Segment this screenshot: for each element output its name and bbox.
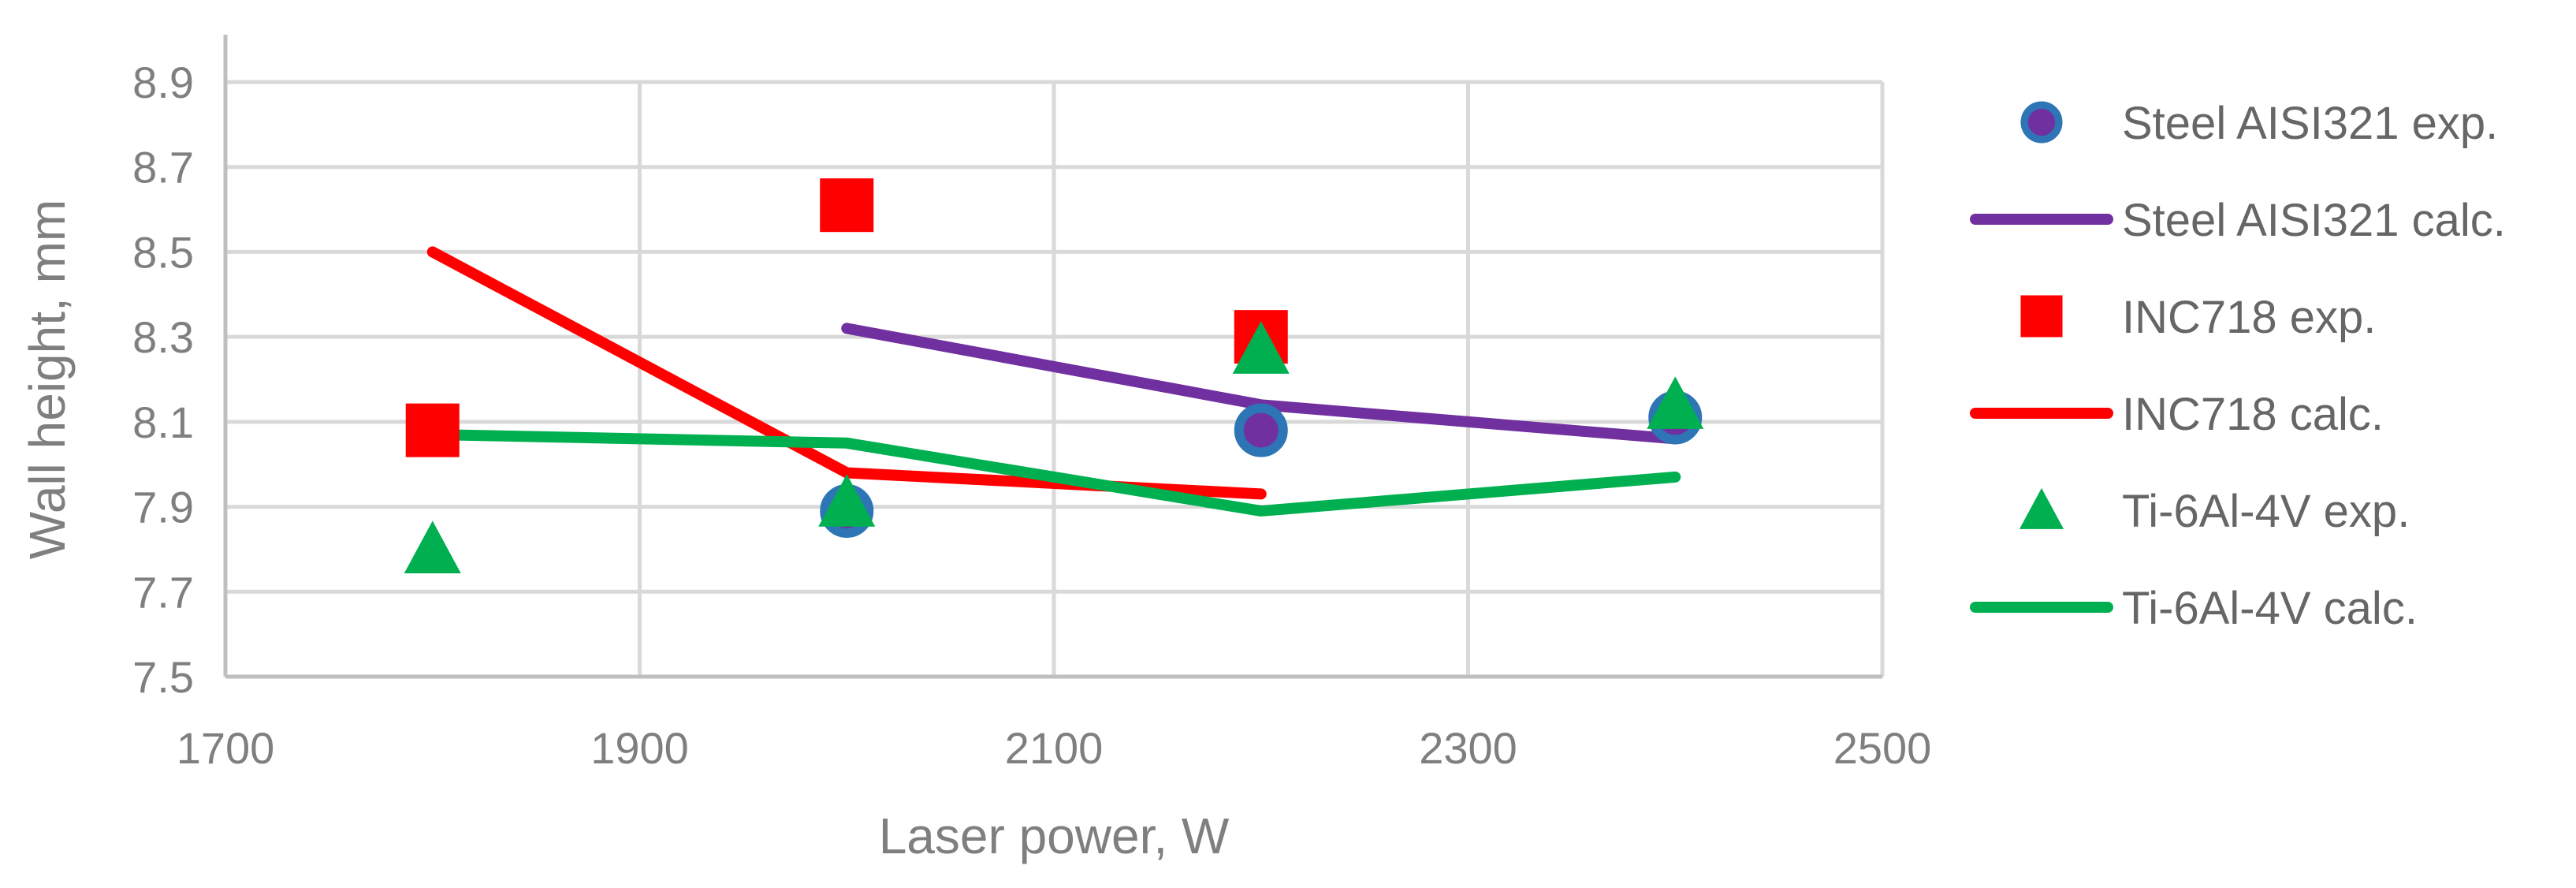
axes: 7.5 7.7 7.9 8.1 8.3 8.5 8.7 8.9 1700 1900 2100 2300… [132, 35, 1931, 773]
legend-label: INC718 exp. [2122, 292, 2376, 343]
data-point [1234, 403, 1288, 457]
y-tick-label: 8.3 [132, 312, 194, 362]
data-point [1647, 376, 1704, 429]
plot-area [404, 178, 1704, 574]
legend-label: Ti-6Al-4V exp. [2122, 486, 2410, 537]
legend: Steel AISI321 exp. Steel AISI321 calc. INC… [1970, 98, 2506, 634]
legend-label: INC718 calc. [2122, 389, 2384, 440]
y-tick-label: 7.7 [132, 567, 194, 617]
legend-swatch [2020, 295, 2063, 338]
x-tick-label: 1900 [590, 723, 689, 773]
y-tick-label: 8.9 [132, 58, 194, 107]
x-axis-title: Laser power, W [879, 808, 1230, 864]
legend-swatch [2019, 487, 2064, 529]
x-tick-label: 2300 [1419, 723, 1517, 773]
y-axis-title: Wall height, mm [19, 200, 76, 559]
series-line-inc718-calc [426, 246, 1267, 500]
data-point [1232, 321, 1290, 374]
y-tick-label: 8.1 [132, 397, 194, 447]
x-tick-label: 2100 [1005, 723, 1104, 773]
data-point [404, 520, 461, 574]
legend-label: Steel AISI321 calc. [2122, 195, 2506, 246]
x-tick-label: 1700 [177, 723, 275, 773]
legend-label: Ti-6Al-4V calc. [2122, 583, 2418, 634]
y-tick-label: 8.5 [132, 227, 194, 277]
legend-label: Steel AISI321 exp. [2122, 98, 2498, 149]
series-line-ti-6al-4v-calc [426, 429, 1681, 517]
y-tick-label: 8.7 [132, 143, 194, 192]
y-tick-label: 7.5 [132, 652, 194, 702]
data-point [405, 403, 460, 457]
x-tick-label: 2500 [1833, 723, 1932, 773]
legend-swatch [2020, 101, 2063, 144]
data-point [818, 474, 876, 527]
grid [225, 80, 1885, 677]
data-point [820, 178, 874, 233]
y-tick-label: 7.9 [132, 483, 194, 532]
